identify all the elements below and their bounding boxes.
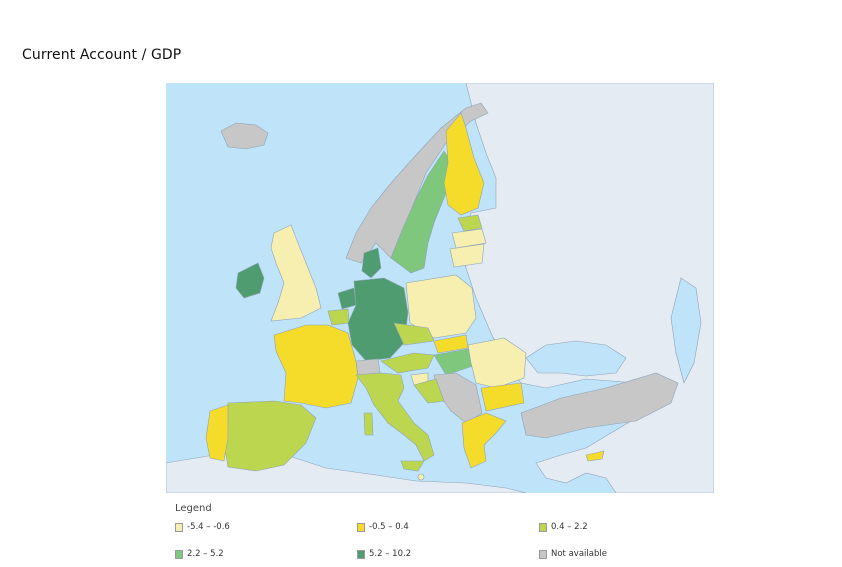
black-sea (525, 340, 627, 377)
country-norway (345, 102, 489, 264)
europe-map (166, 83, 714, 493)
legend-item-2: -0.5 – 0.4 (357, 521, 409, 533)
country-greece (461, 412, 507, 469)
country-croatia (413, 378, 445, 404)
country-cyprus (585, 450, 605, 462)
legend-swatch-4 (175, 549, 183, 559)
country-austria (380, 352, 435, 374)
country-finland (443, 112, 485, 216)
legend-label-5: 5.2 – 10.2 (369, 549, 412, 559)
country-france (273, 324, 359, 409)
legend-label-6: Not available (551, 549, 607, 559)
legend-item-1: -5.4 – -0.6 (175, 521, 230, 533)
country-turkey (520, 372, 679, 439)
legend-item-6: Not available (539, 548, 607, 560)
legend-item-5: 5.2 – 10.2 (357, 548, 411, 560)
country-slovakia (433, 334, 469, 354)
country-poland (405, 274, 477, 339)
country-belgium (327, 308, 350, 326)
map-legend: Legend -5.4 – -0.6 -0.5 – 0.4 0.4 – 2.2 … (166, 496, 714, 564)
country-romania (467, 337, 527, 389)
legend-swatch-1 (175, 522, 183, 532)
legend-item-3: 0.4 – 2.2 (539, 521, 588, 533)
country-sicily (400, 460, 425, 472)
country-latvia (451, 228, 487, 249)
legend-swatch-5 (357, 549, 365, 559)
country-iceland (220, 122, 269, 150)
country-lithuania (449, 243, 485, 268)
country-estonia (457, 214, 483, 232)
country-ireland (235, 262, 265, 299)
legend-title: Legend (175, 503, 212, 514)
legend-swatch-3 (539, 522, 547, 532)
legend-swatch-2 (357, 522, 365, 532)
country-malta (417, 473, 425, 481)
country-italy (355, 372, 435, 462)
country-denmark (361, 247, 382, 279)
legend-label-1: -5.4 – -0.6 (187, 522, 230, 532)
legend-item-4: 2.2 – 5.2 (175, 548, 224, 560)
country-germany (347, 277, 409, 362)
legend-label-3: 0.4 – 2.2 (551, 522, 588, 532)
page-title: Current Account / GDP (22, 47, 182, 63)
country-portugal (205, 404, 229, 462)
country-bulgaria (480, 382, 525, 412)
caspian-sea (670, 277, 702, 384)
country-uk (270, 224, 322, 322)
legend-label-4: 2.2 – 5.2 (187, 549, 224, 559)
legend-label-2: -0.5 – 0.4 (369, 522, 409, 532)
country-switzerland (355, 358, 381, 376)
country-sardinia (363, 412, 374, 436)
legend-swatch-6 (539, 549, 547, 559)
